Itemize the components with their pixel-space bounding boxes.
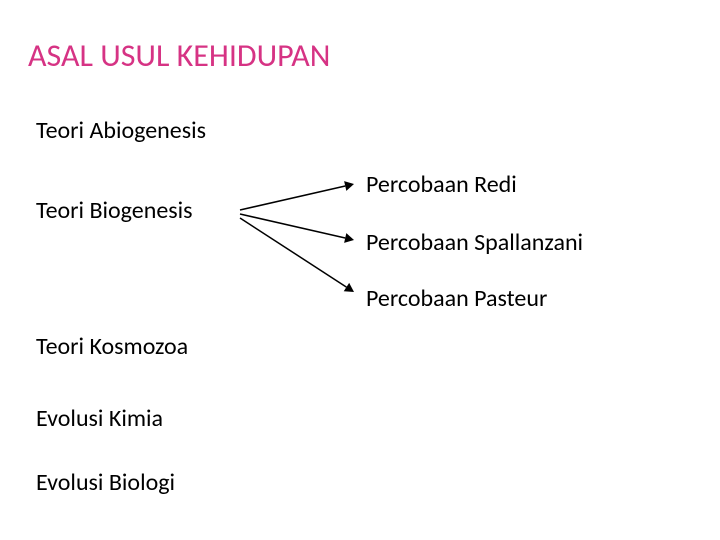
arrow-layer: [0, 0, 720, 540]
arrow-head-icon: [344, 181, 354, 191]
experiment-spallanzani: Percobaan Spallanzani: [366, 228, 583, 257]
evolution-kimia: Evolusi Kimia: [36, 404, 163, 433]
arrow-line: [240, 214, 345, 238]
evolution-biologi: Evolusi Biologi: [36, 468, 175, 497]
theory-biogenesis: Teori Biogenesis: [36, 196, 193, 225]
experiment-redi: Percobaan Redi: [366, 170, 517, 199]
arrow-line: [240, 218, 346, 287]
arrow-head-icon: [344, 283, 354, 292]
theory-abiogenesis: Teori Abiogenesis: [36, 116, 206, 145]
diagram-canvas: ASAL USUL KEHIDUPAN Teori Abiogenesis Te…: [0, 0, 720, 540]
page-title: ASAL USUL KEHIDUPAN: [28, 36, 330, 75]
arrow-head-icon: [344, 233, 354, 243]
theory-kosmozoa: Teori Kosmozoa: [36, 332, 188, 361]
arrow-line: [240, 186, 345, 210]
experiment-pasteur: Percobaan Pasteur: [366, 284, 547, 313]
